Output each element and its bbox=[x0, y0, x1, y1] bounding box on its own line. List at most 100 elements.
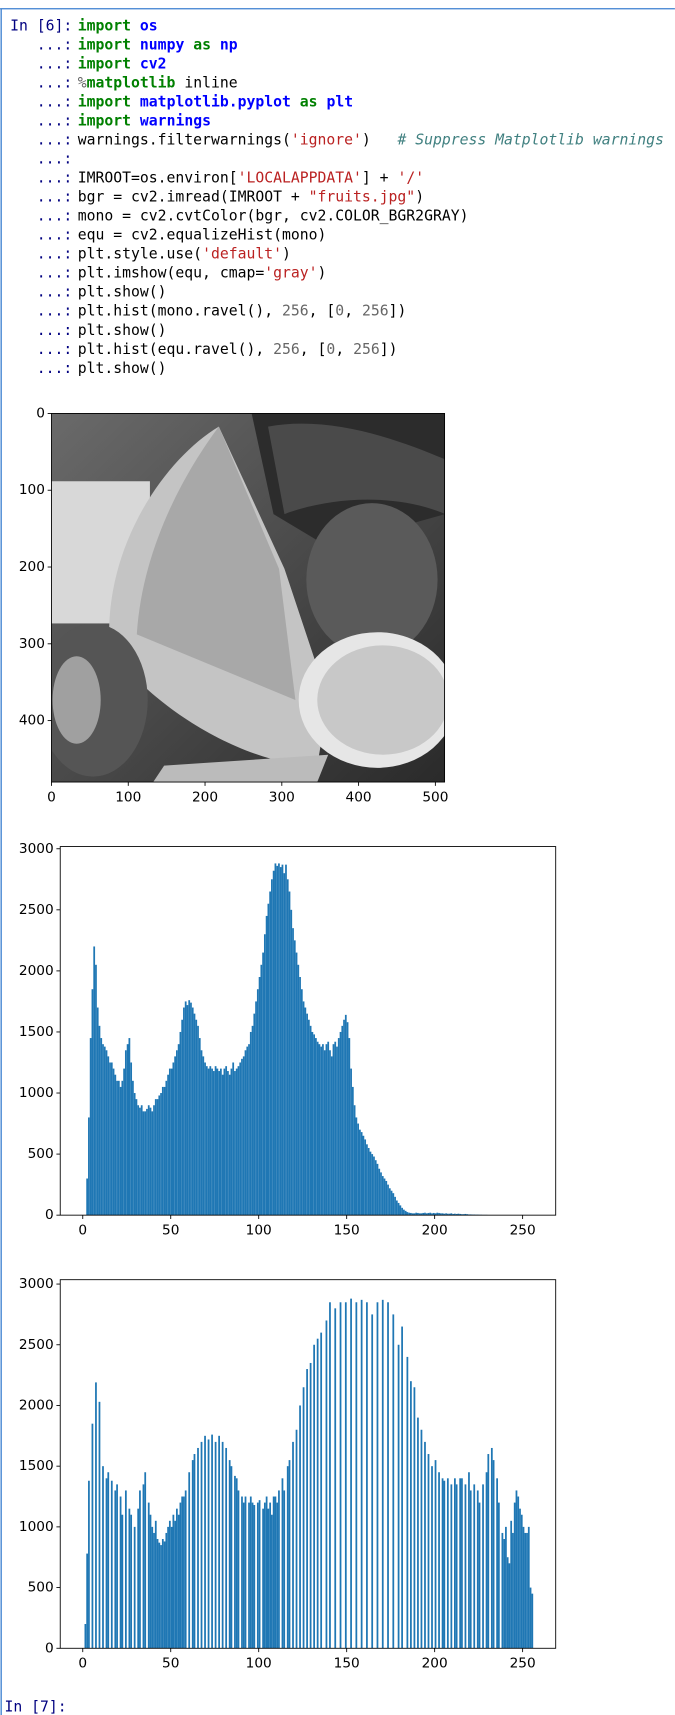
bar bbox=[529, 1587, 532, 1649]
bar bbox=[262, 1508, 264, 1649]
code-token: ) bbox=[362, 131, 398, 148]
bar bbox=[297, 964, 300, 1216]
code-token: import bbox=[78, 17, 131, 34]
code-token: as bbox=[193, 36, 211, 53]
bar bbox=[330, 1056, 333, 1216]
bar bbox=[362, 1135, 365, 1216]
bar bbox=[163, 1086, 166, 1216]
bar bbox=[91, 1423, 94, 1649]
bar bbox=[160, 1545, 162, 1649]
bar bbox=[337, 1038, 340, 1216]
bar bbox=[103, 1046, 106, 1216]
code-token: plt.hist(equ.ravel(), bbox=[78, 341, 273, 358]
bar bbox=[450, 1213, 453, 1216]
bar bbox=[413, 1213, 416, 1216]
bar bbox=[288, 891, 291, 1216]
y-tick-label: 2000 bbox=[19, 1397, 54, 1413]
bar bbox=[109, 1062, 111, 1216]
bar bbox=[434, 1213, 437, 1216]
bar bbox=[232, 1062, 235, 1216]
bar bbox=[204, 1435, 206, 1649]
code-token: as bbox=[300, 93, 318, 110]
bar bbox=[269, 1502, 272, 1649]
bar bbox=[322, 1044, 324, 1216]
bar bbox=[242, 1056, 245, 1216]
bar bbox=[399, 1205, 402, 1216]
bar bbox=[376, 1302, 379, 1649]
bar bbox=[441, 1213, 444, 1216]
bar bbox=[230, 1068, 233, 1216]
x-tick-label: 200 bbox=[422, 1222, 448, 1238]
bar bbox=[227, 1071, 229, 1216]
bar bbox=[332, 1044, 335, 1216]
y-tick-label: 2000 bbox=[19, 963, 54, 979]
code-token bbox=[291, 93, 300, 110]
bar bbox=[86, 1178, 89, 1216]
code-token: , bbox=[335, 341, 353, 358]
bar bbox=[385, 1180, 388, 1216]
bar bbox=[235, 1068, 238, 1216]
code-token: 'LOCALAPPDATA' bbox=[238, 170, 362, 187]
code-token: equ = cv2.equalizeHist(mono) bbox=[78, 227, 327, 244]
code-token: warnings bbox=[140, 112, 211, 129]
x-tick-label: 100 bbox=[246, 1222, 272, 1238]
code-token: 0 bbox=[335, 303, 344, 320]
bar bbox=[425, 1213, 428, 1216]
bar bbox=[198, 1038, 201, 1216]
x-tick-label: 250 bbox=[510, 1656, 536, 1672]
bar bbox=[137, 1105, 140, 1216]
bar bbox=[482, 1484, 484, 1649]
bar bbox=[366, 1302, 368, 1649]
prompt: In [6]: bbox=[10, 17, 72, 34]
code-line: plt.hist(mono.ravel(), 256, [0, 256]) bbox=[78, 303, 407, 320]
bar bbox=[168, 1520, 171, 1649]
bar bbox=[358, 1129, 361, 1216]
bar bbox=[253, 1013, 256, 1216]
bar bbox=[130, 1062, 133, 1216]
x-tick-label: 150 bbox=[334, 1222, 360, 1238]
bar bbox=[133, 1526, 136, 1649]
bar bbox=[197, 1447, 199, 1649]
bar bbox=[244, 1050, 247, 1216]
bar bbox=[371, 1154, 374, 1216]
bar bbox=[183, 1496, 185, 1649]
bar bbox=[193, 1013, 196, 1216]
bar bbox=[242, 1502, 245, 1649]
bar bbox=[107, 1472, 110, 1649]
y-tick-label: 100 bbox=[19, 482, 45, 498]
bar bbox=[110, 1480, 113, 1649]
bar bbox=[239, 1062, 242, 1216]
bar bbox=[387, 1184, 389, 1216]
bar bbox=[380, 1172, 382, 1216]
bar bbox=[422, 1212, 425, 1216]
bar bbox=[424, 1441, 426, 1649]
bar bbox=[519, 1508, 521, 1649]
bar bbox=[469, 1490, 472, 1649]
bar bbox=[95, 1382, 97, 1649]
bar bbox=[515, 1490, 518, 1649]
code-token: plt.show() bbox=[78, 360, 167, 377]
bar bbox=[346, 1022, 349, 1216]
bar bbox=[271, 879, 273, 1216]
code-token: # Suppress Matplotlib warnings bbox=[396, 131, 663, 148]
bar bbox=[119, 1496, 122, 1649]
bar bbox=[290, 909, 293, 1216]
bar bbox=[153, 1105, 155, 1216]
code-token: 256 bbox=[362, 303, 389, 320]
bar bbox=[394, 1196, 396, 1216]
bar bbox=[454, 1478, 456, 1649]
bar bbox=[357, 1123, 359, 1216]
bar bbox=[218, 1435, 220, 1649]
code-token: plt bbox=[326, 93, 353, 110]
bar bbox=[144, 1472, 147, 1649]
bar bbox=[452, 1213, 455, 1216]
prompt: In [7]: bbox=[4, 1698, 66, 1715]
bar bbox=[140, 1105, 143, 1216]
bar bbox=[188, 1000, 191, 1216]
bar bbox=[167, 1526, 169, 1649]
bar bbox=[177, 1514, 180, 1649]
bar bbox=[121, 1080, 124, 1216]
bar bbox=[431, 1466, 433, 1649]
bar bbox=[360, 1299, 363, 1649]
